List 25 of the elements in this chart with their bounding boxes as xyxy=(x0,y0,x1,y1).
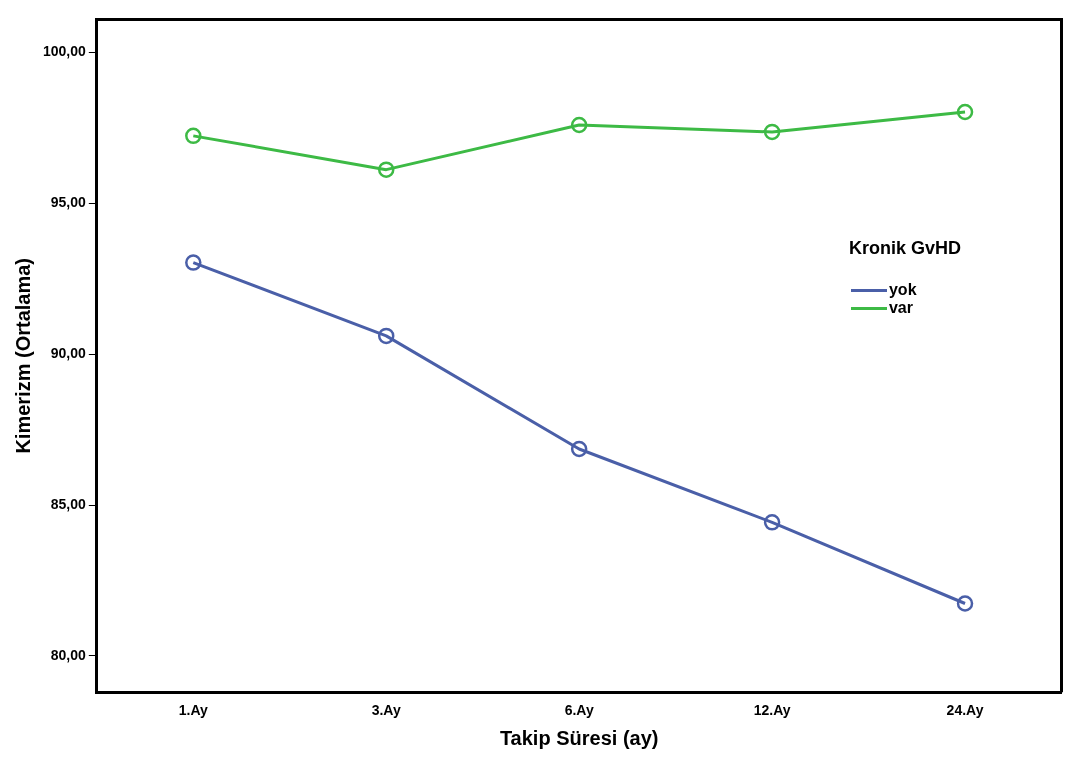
x-tick-label: 3.Ay xyxy=(371,702,401,719)
point xyxy=(956,595,974,612)
x-tick-label: 24.Ay xyxy=(946,702,984,719)
legend-title: Kronik GvHD xyxy=(848,238,961,259)
point xyxy=(763,123,781,141)
y-tick-label: 100,00 xyxy=(42,43,87,60)
x-tick-label: 12.Ay xyxy=(753,702,791,719)
y-tick-label: 80,00 xyxy=(50,646,87,663)
y-tick-label: 90,00 xyxy=(50,345,87,362)
point xyxy=(185,127,202,145)
y-tick-label: 85,00 xyxy=(50,496,87,512)
point xyxy=(185,254,202,271)
y-tick-label: 95,00 xyxy=(50,194,87,211)
x-axis-title: Takip Süresi (ay) xyxy=(499,726,659,749)
point xyxy=(956,103,974,121)
point xyxy=(377,327,395,345)
legend-label: yok xyxy=(888,281,917,299)
point xyxy=(570,440,588,458)
point xyxy=(763,514,781,531)
x-tick-label: 6.Ay xyxy=(564,702,594,719)
x-tick-label: 1.Ay xyxy=(178,702,209,719)
y-axis-title: Kimerizm (Ortalama) xyxy=(11,257,34,454)
point xyxy=(377,161,395,178)
legend-label: var xyxy=(888,299,913,317)
point xyxy=(570,116,588,134)
